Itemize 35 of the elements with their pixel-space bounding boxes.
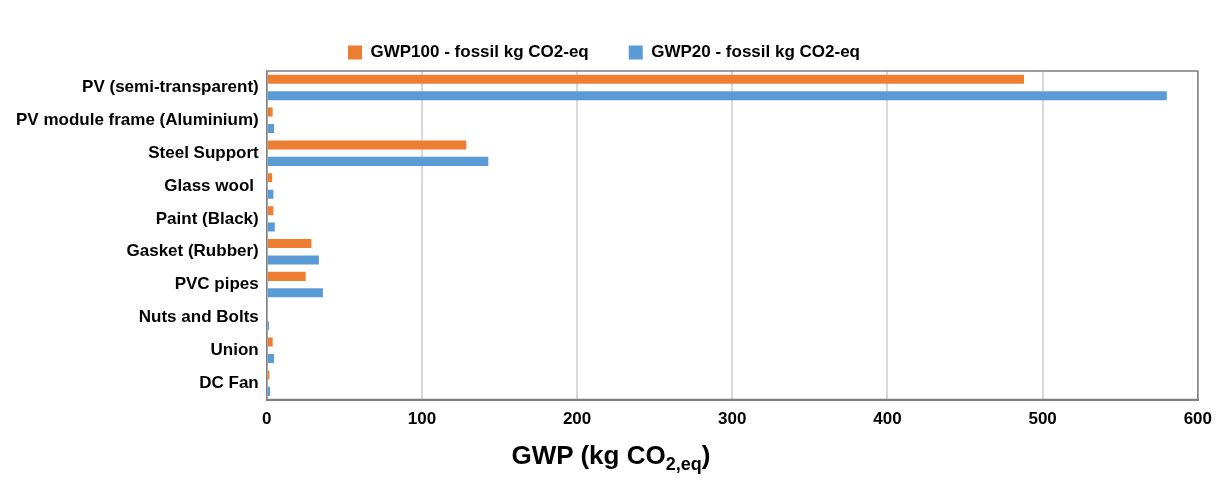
bar (267, 337, 273, 347)
bar (267, 173, 273, 183)
bar (267, 222, 275, 232)
x-tick-label: 200 (562, 409, 592, 429)
y-tick-label: DC Fan (199, 372, 259, 392)
x-tick-label: 400 (873, 409, 902, 429)
x-tick-label: 600 (1183, 409, 1213, 429)
bar (267, 271, 306, 281)
y-tick-label: Nuts and Bolts (138, 307, 259, 327)
x-tick-label: 300 (718, 409, 747, 429)
legend-label: GWP20 - fossil kg CO2-eq (651, 42, 860, 62)
y-tick-label: PVC pipes (174, 274, 259, 294)
y-tick-label: Gasket (Rubber) (126, 241, 259, 261)
bar (267, 386, 271, 396)
y-tick-label: PV module frame (Aluminium) (16, 109, 259, 129)
bar (267, 74, 1025, 84)
bar (267, 107, 273, 117)
y-tick-label: Paint (Black) (155, 208, 259, 228)
bar (267, 156, 489, 166)
bar (267, 255, 319, 265)
y-tick-label: Steel Support (148, 142, 260, 162)
y-tick-label: PV (semi-transparent) (82, 77, 259, 97)
x-axis-title: GWP (kg CO$_{2,eq}$) (510, 440, 712, 476)
bar (267, 123, 275, 134)
y-tick-label: Union (210, 340, 259, 359)
x-tick-label: 0 (262, 409, 272, 429)
legend-label: GWP100 - fossil kg CO2-eq (370, 42, 589, 62)
x-tick-label: 500 (1028, 409, 1057, 429)
y-tick-label: Glass wool (164, 175, 259, 195)
bar (267, 288, 323, 298)
bar (267, 239, 312, 249)
bar (267, 354, 275, 364)
x-tick-label: 100 (407, 409, 437, 429)
bar (267, 140, 467, 150)
bar (267, 91, 1167, 101)
